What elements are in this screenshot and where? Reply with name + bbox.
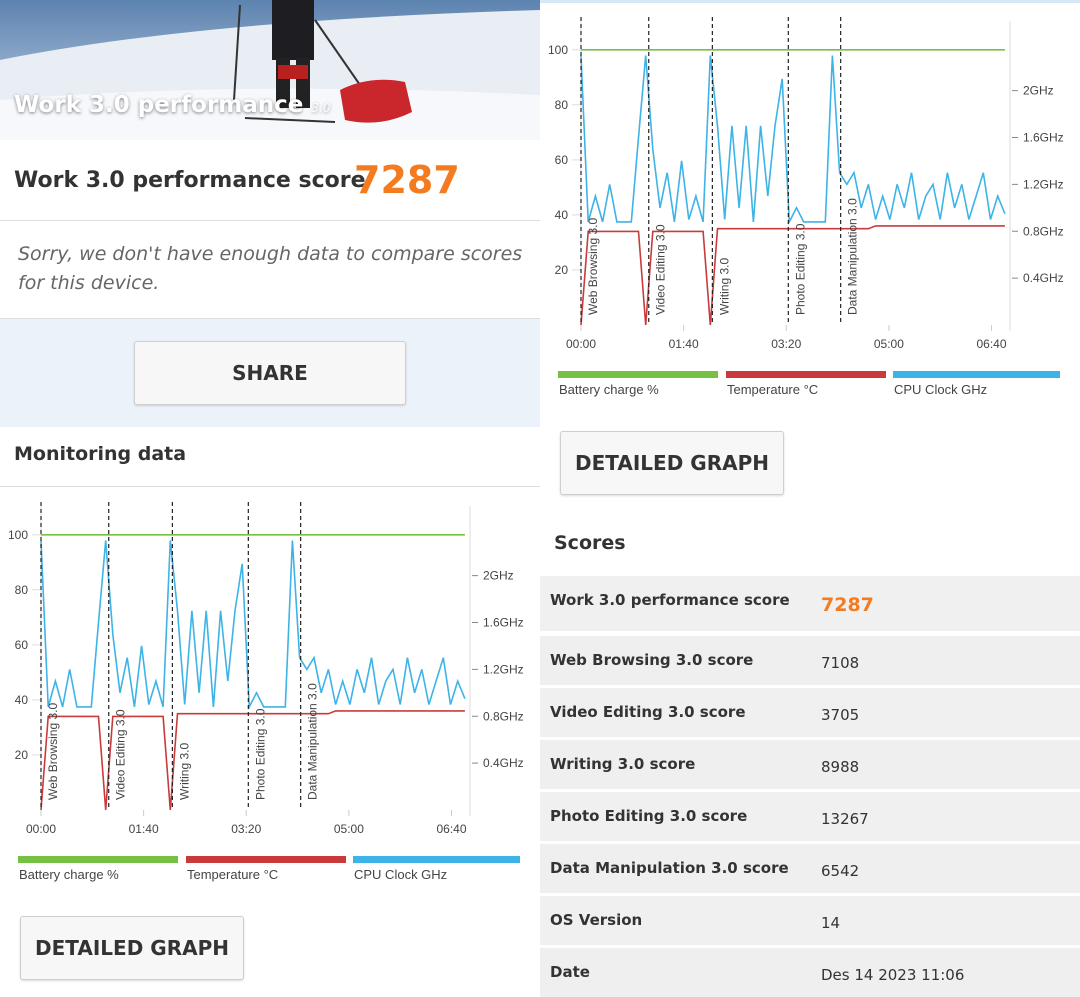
x-tick-label: 00:00 (566, 337, 596, 351)
legend-label: Battery charge % (19, 867, 119, 882)
score-row: Web Browsing 3.0 score 7108 (540, 636, 1080, 685)
score-row-value: 6542 (821, 862, 860, 880)
x-tick-label: 01:40 (669, 337, 699, 351)
y-tick-label: 60 (15, 638, 29, 652)
score-row-value: 7108 (821, 654, 860, 672)
score-row-label: Photo Editing 3.0 score (550, 807, 748, 825)
score-row-label: Work 3.0 performance score (550, 591, 790, 609)
y-tick-label: 100 (548, 43, 568, 57)
score-row-value: 3705 (821, 706, 860, 724)
detail-button[interactable]: DETAILED GRAPH (20, 916, 244, 980)
y2-tick-label: 1.6GHz (483, 616, 524, 630)
section-title: Monitoring data (14, 443, 187, 465)
header-image: Work 3.0 performance 3.0 (0, 0, 540, 140)
header-art (0, 0, 540, 140)
divider (0, 220, 540, 221)
event-label: Video Editing 3.0 (114, 709, 128, 800)
event-label: Writing 3.0 (717, 258, 731, 315)
legend-swatch (558, 371, 718, 378)
legend-swatch (353, 856, 520, 863)
legend-swatch (893, 371, 1060, 378)
score-row-label: Video Editing 3.0 score (550, 703, 746, 721)
chart: 20 40 60 80 100 0.4GHz 0.8GHz 1.2GHz 1.6GHz 2GHz 0… (8, 502, 524, 882)
x-tick-label: 06:40 (977, 337, 1007, 351)
y2-tick-label: 2GHz (1023, 84, 1054, 98)
y-tick-label: 40 (555, 208, 569, 222)
score-row-label: OS Version (550, 911, 643, 929)
detail-button[interactable]: DETAILED GRAPH (560, 431, 784, 495)
share-button[interactable]: SHARE (134, 341, 406, 405)
y2-tick-label: 0.4GHz (483, 756, 524, 770)
x-tick-label: 05:00 (874, 337, 904, 351)
x-tick-label: 00:00 (26, 822, 56, 836)
score-row: OS Version 14 (540, 896, 1080, 945)
score-row-value: Des 14 2023 11:06 (821, 966, 965, 984)
event-label: Data Manipulation 3.0 (306, 683, 320, 800)
score-row-value: 7287 (821, 594, 874, 616)
legend-label: Temperature °C (187, 867, 278, 882)
y-tick-label: 60 (555, 153, 569, 167)
legend-swatch (18, 856, 178, 863)
score-row-value: 8988 (821, 758, 860, 776)
top-bar (540, 0, 1080, 3)
score-row-label: Date (550, 963, 590, 981)
y-tick-label: 40 (15, 693, 29, 707)
score-row-value: 13267 (821, 810, 869, 828)
y-tick-label: 80 (15, 583, 29, 597)
event-label: Photo Editing 3.0 (793, 223, 807, 315)
y2-tick-label: 0.8GHz (483, 709, 524, 723)
y2-tick-label: 0.4GHz (1023, 271, 1064, 285)
score-row-label: Web Browsing 3.0 score (550, 651, 754, 669)
header-title: Work 3.0 performance 3.0 (14, 92, 331, 118)
score-label: Work 3.0 performance score (14, 168, 366, 193)
score-row: Video Editing 3.0 score 3705 (540, 688, 1080, 737)
score-value: 7287 (354, 158, 460, 202)
event-label: Data Manipulation 3.0 (846, 198, 860, 315)
legend-label: CPU Clock GHz (354, 867, 447, 882)
event-label: Web Browsing 3.0 (586, 218, 600, 315)
score-row: Data Manipulation 3.0 score 6542 (540, 844, 1080, 893)
x-tick-label: 03:20 (771, 337, 801, 351)
x-tick-label: 05:00 (334, 822, 364, 836)
section-title: Scores (554, 532, 626, 554)
y-tick-label: 20 (15, 748, 29, 762)
y2-tick-label: 1.2GHz (1023, 177, 1064, 191)
x-tick-label: 06:40 (437, 822, 467, 836)
score-row: Date Des 14 2023 11:06 (540, 948, 1080, 997)
event-label: Video Editing 3.0 (654, 224, 668, 315)
legend-label: Battery charge % (559, 382, 659, 397)
series-line (40, 710, 465, 811)
x-tick-label: 01:40 (129, 822, 159, 836)
event-label: Writing 3.0 (177, 743, 191, 800)
message: Sorry, we don't have enough data to comp… (18, 243, 523, 294)
header-title-text: Work 3.0 performance (14, 92, 304, 118)
y-tick-label: 100 (8, 528, 28, 542)
y2-tick-label: 0.8GHz (1023, 224, 1064, 238)
score-row: Writing 3.0 score 8988 (540, 740, 1080, 789)
legend-swatch (186, 856, 346, 863)
score-row-label: Writing 3.0 score (550, 755, 696, 773)
score-row: Work 3.0 performance score 7287 (540, 576, 1080, 631)
divider (0, 486, 540, 487)
series-line (580, 225, 1005, 326)
y2-tick-label: 2GHz (483, 569, 514, 583)
series-line (580, 55, 1006, 225)
y2-tick-label: 1.6GHz (1023, 131, 1064, 145)
event-label: Web Browsing 3.0 (46, 703, 60, 800)
chart: 20 40 60 80 100 0.4GHz 0.8GHz 1.2GHz 1.6GHz 2GHz 0… (548, 17, 1064, 397)
y-tick-label: 20 (555, 263, 569, 277)
legend-label: CPU Clock GHz (894, 382, 987, 397)
score-row-value: 14 (821, 914, 841, 932)
score-row: Photo Editing 3.0 score 13267 (540, 792, 1080, 841)
y2-tick-label: 1.2GHz (483, 662, 524, 676)
event-label: Photo Editing 3.0 (253, 708, 267, 800)
legend-swatch (726, 371, 886, 378)
legend-label: Temperature °C (727, 382, 818, 397)
series-line (40, 540, 466, 710)
header-badge: 3.0 (311, 101, 331, 115)
score-row-label: Data Manipulation 3.0 score (550, 859, 789, 877)
x-tick-label: 03:20 (231, 822, 261, 836)
y-tick-label: 80 (555, 98, 569, 112)
